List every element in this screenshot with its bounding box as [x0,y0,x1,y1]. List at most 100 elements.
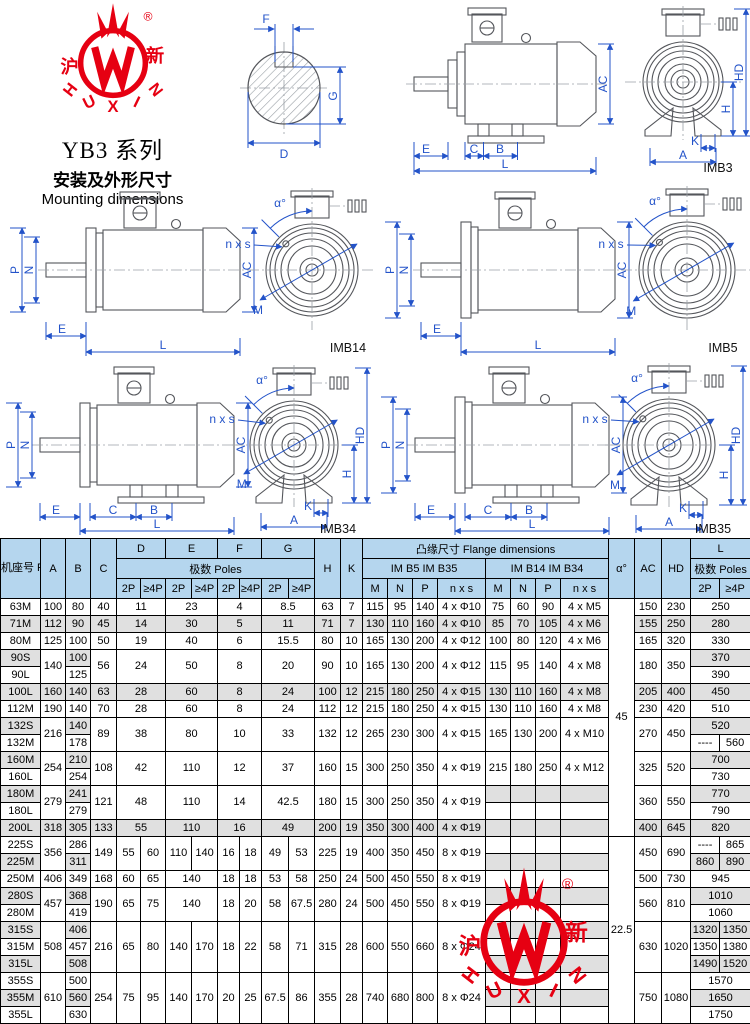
table-cell: 105 [535,615,562,633]
table-cell: 120 [535,632,562,650]
table-cell: 865 [719,836,750,854]
frame-size-cell: 180M [0,785,41,803]
table-cell [535,955,562,973]
table-cell: 180 [387,683,414,701]
table-cell: 390 [690,666,750,684]
table-cell: 16 [217,836,241,871]
table-cell: 286 [65,836,91,854]
table-cell: 250 [535,751,562,786]
dim-label: K [691,134,699,148]
table-cell: 215 [362,683,389,701]
table-cell: 28 [340,972,364,1024]
col-header-a: A [40,538,66,599]
table-cell: 300 [362,785,389,820]
table-cell: 108 [90,751,117,786]
table-cell: 15 [340,785,364,820]
table-cell [510,785,537,803]
table-cell: 140 [65,700,91,718]
table-row: 71M 112 90 45 14 30 5 11 71 7 130 110 160 4 x Φ10 85 70… [0,615,750,633]
dim-label: M [237,477,247,491]
table-cell: 300 [387,819,414,837]
col-header-h: H [314,538,342,599]
dim-label: N [22,266,36,275]
dim-label: E [422,142,430,156]
table-cell: 350 [387,836,414,871]
table-cell: 40 [90,598,117,616]
table-cell: 1010 [690,887,750,905]
frame-size-cell: 100L [0,683,41,701]
table-cell: 8 [217,683,263,701]
table-cell: 550 [661,785,692,820]
col-header-4p: ≥4P [139,578,167,599]
table-cell: 4 x M5 [560,598,610,616]
dim-label: N [393,441,407,450]
table-cell: 42.5 [261,785,316,820]
table-cell: 265 [362,717,389,752]
dim-label: P [379,441,393,449]
table-cell [535,1006,562,1024]
table-cell: 350 [661,649,692,684]
table-cell: 368 [65,887,91,905]
table-cell: 12 [217,751,263,786]
dim-label: D [280,147,289,161]
table-cell: 33 [261,717,316,752]
logo-letter: U [80,92,99,113]
table-cell: 645 [661,819,692,837]
table-cell: 180 [387,700,414,718]
dim-label: A [290,513,298,527]
table-cell: 800 [412,972,439,1024]
table-cell: 4 x Φ12 [437,632,487,650]
table-cell: 170 [191,972,219,1024]
table-cell: 400 [661,683,692,701]
table-cell: 560 [719,734,750,752]
table-cell: 250 [387,751,414,786]
col-header-l: L [690,538,750,559]
frame-size-cell: 71M [0,615,41,633]
table-cell: 100 [314,683,342,701]
logo-cn-right: 新 [145,45,163,66]
table-row: 225S 356 286 149 55 60 110 140 16 18 49 53 225 19 400 3… [0,836,750,1024]
table-cell: 4 x Φ10 [437,598,487,616]
dim-label: E [427,503,435,517]
table-cell: 65 [116,921,141,973]
table-cell: 450 [690,683,750,701]
dim-label: K [304,499,312,513]
imb35-panel: P N E C B L AC α° n x s M H HD K A IMB35 [375,357,750,540]
table-cell: 18 [217,921,241,973]
table-cell: 200 [412,632,439,650]
table-cell: 1020 [661,921,692,973]
table-cell: 500 [65,972,91,990]
table-cell [485,972,512,990]
table-cell: 70 [510,615,537,633]
table-cell [535,853,562,871]
frame-size-cell: 200L [0,819,41,837]
table-cell: 810 [661,887,692,922]
table-cell: 60 [165,683,219,701]
table-cell [510,853,537,871]
table-cell: 356 [40,836,66,871]
table-cell: 8 x Φ19 [437,870,487,888]
table-cell: 95 [510,649,537,684]
table-cell [535,870,562,888]
table-cell: 560 [65,989,91,1007]
table-cell: 100 [65,632,91,650]
table-cell: 1490 [690,955,721,973]
table-cell: 110 [165,751,219,786]
table-cell: 406 [65,921,91,939]
table-cell: 121 [90,785,117,820]
table-cell: 510 [690,700,750,718]
dim-label: n x s [582,412,607,426]
table-cell [535,819,562,837]
table-cell: 50 [165,649,219,684]
table-cell: 10 [340,632,364,650]
dim-label: N [18,441,32,450]
dim-label: HD [732,64,746,82]
dim-label: HD [353,427,367,445]
table-cell: 450 [634,836,663,871]
logo-cn-left: 沪 [60,56,78,77]
table-row: 180M 279 241 121 48 110 14 42.5 180 15 300 250 350 4 … [0,785,750,820]
col-header-n: N [510,578,537,599]
table-cell [485,819,512,837]
table-cell: 349 [65,870,91,888]
